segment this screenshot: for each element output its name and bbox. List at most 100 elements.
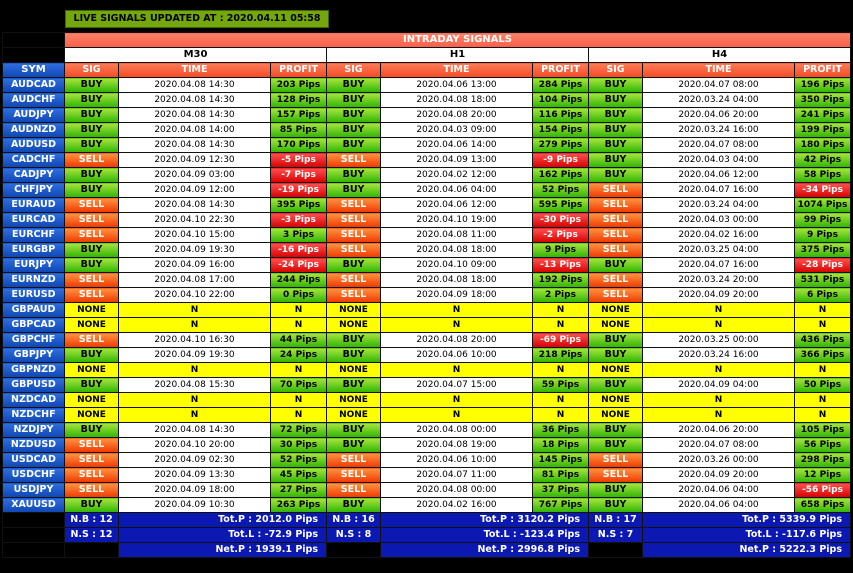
- time-cell-m30: 2020.04.10 22:30: [118, 212, 271, 228]
- signal-cell-h1: SELL: [326, 287, 381, 303]
- pair-row-gbpjpy: GBPJPY BUY 2020.04.09 19:30 24 Pips BUY 2020.…: [2, 347, 851, 363]
- time-cell-h1: 2020.04.06 14:00: [380, 137, 533, 153]
- pair-symbol: GBPAUD: [2, 302, 65, 318]
- signal-cell-h4: BUY: [588, 422, 643, 438]
- intraday-signals-banner: INTRADAY SIGNALS: [64, 32, 851, 48]
- pair-row-eurcad: EURCAD SELL 2020.04.10 22:30 -3 Pips SELL 202…: [2, 212, 851, 228]
- signal-cell-m30: SELL: [64, 452, 119, 468]
- time-cell-h1: 2020.04.08 11:00: [380, 227, 533, 243]
- signal-cell-h4: NONE: [588, 317, 643, 333]
- profit-cell-h1: 81 Pips: [532, 467, 589, 483]
- signal-cell-h4: SELL: [588, 272, 643, 288]
- profit-cell-m30: 44 Pips: [270, 332, 327, 348]
- signals-table: INTRADAY SIGNALS M30 H1 H4 SYM SIG TIME …: [2, 32, 851, 558]
- pair-symbol: NZDJPY: [2, 422, 65, 438]
- time-cell-h1: 2020.04.08 18:00: [380, 92, 533, 108]
- profit-cell-h4: N: [794, 392, 851, 408]
- pair-symbol: AUDCHF: [2, 92, 65, 108]
- profit-cell-h1: N: [532, 392, 589, 408]
- time-cell-h4: 2020.04.06 04:00: [642, 497, 795, 513]
- profit-cell-h4: N: [794, 302, 851, 318]
- time-cell-h4: 2020.04.07 08:00: [642, 137, 795, 153]
- pair-row-gbpcad: GBPCAD NONE N N NONE N N NONE N N: [2, 317, 851, 333]
- pair-symbol: GBPUSD: [2, 377, 65, 393]
- profit-cell-m30: N: [270, 302, 327, 318]
- signal-cell-m30: BUY: [64, 137, 119, 153]
- profit-cell-h1: 595 Pips: [532, 197, 589, 213]
- time-cell-h4: 2020.03.24 16:00: [642, 347, 795, 363]
- signal-cell-h4: BUY: [588, 497, 643, 513]
- profit-cell-h4: 531 Pips: [794, 272, 851, 288]
- pair-symbol: EURGBP: [2, 242, 65, 258]
- time-cell-h1: 2020.04.08 18:00: [380, 242, 533, 258]
- signal-cell-h4: BUY: [588, 137, 643, 153]
- signal-cell-m30: NONE: [64, 392, 119, 408]
- column-header-sig-h1: SIG: [326, 62, 381, 78]
- profit-cell-m30: 157 Pips: [270, 107, 327, 123]
- profit-cell-m30: 203 Pips: [270, 77, 327, 93]
- profit-cell-h4: 366 Pips: [794, 347, 851, 363]
- summary-spacer: [2, 542, 65, 558]
- profit-cell-h1: 767 Pips: [532, 497, 589, 513]
- pair-row-nzdcad: NZDCAD NONE N N NONE N N NONE N N: [2, 392, 851, 408]
- profit-cell-h1: 18 Pips: [532, 437, 589, 453]
- pair-row-euraud: EURAUD SELL 2020.04.08 14:30 395 Pips SELL 20…: [2, 197, 851, 213]
- profit-cell-m30: -24 Pips: [270, 257, 327, 273]
- profit-cell-m30: 3 Pips: [270, 227, 327, 243]
- signal-cell-h4: BUY: [588, 77, 643, 93]
- time-cell-m30: 2020.04.09 18:00: [118, 482, 271, 498]
- signal-cell-h1: BUY: [326, 137, 381, 153]
- profit-cell-h1: 36 Pips: [532, 422, 589, 438]
- profit-cell-m30: 128 Pips: [270, 92, 327, 108]
- profit-cell-h4: 56 Pips: [794, 437, 851, 453]
- summary-sell-count-m30: N.S : 12: [64, 527, 119, 543]
- profit-cell-h1: N: [532, 302, 589, 318]
- pair-symbol: AUDCAD: [2, 77, 65, 93]
- time-cell-h4: 2020.04.06 20:00: [642, 422, 795, 438]
- signal-cell-h1: NONE: [326, 407, 381, 423]
- signal-cell-m30: BUY: [64, 377, 119, 393]
- signal-cell-h4: SELL: [588, 242, 643, 258]
- time-cell-h4: 2020.03.24 16:00: [642, 122, 795, 138]
- time-cell-h4: N: [642, 392, 795, 408]
- time-cell-h1: 2020.04.10 09:00: [380, 257, 533, 273]
- profit-cell-h4: 241 Pips: [794, 107, 851, 123]
- profit-cell-m30: 85 Pips: [270, 122, 327, 138]
- profit-cell-h1: 59 Pips: [532, 377, 589, 393]
- column-header-profit-m30: PROFIT: [270, 62, 327, 78]
- profit-cell-h1: 145 Pips: [532, 452, 589, 468]
- profit-cell-m30: -16 Pips: [270, 242, 327, 258]
- time-cell-m30: 2020.04.08 17:00: [118, 272, 271, 288]
- signal-cell-m30: BUY: [64, 77, 119, 93]
- profit-cell-h1: -69 Pips: [532, 332, 589, 348]
- time-cell-h1: 2020.04.03 09:00: [380, 122, 533, 138]
- summary-spacer: [2, 527, 65, 543]
- time-cell-m30: 2020.04.09 03:00: [118, 167, 271, 183]
- profit-cell-h1: 116 Pips: [532, 107, 589, 123]
- signal-cell-h1: BUY: [326, 107, 381, 123]
- time-cell-h4: 2020.04.09 20:00: [642, 467, 795, 483]
- pair-row-audchf: AUDCHF BUY 2020.04.08 14:30 128 Pips BUY 2020…: [2, 92, 851, 108]
- time-cell-h1: 2020.04.07 15:00: [380, 377, 533, 393]
- time-cell-m30: 2020.04.09 12:00: [118, 182, 271, 198]
- pair-symbol: CHFJPY: [2, 182, 65, 198]
- time-cell-m30: 2020.04.08 14:30: [118, 197, 271, 213]
- time-cell-h4: 2020.04.02 16:00: [642, 227, 795, 243]
- time-cell-h4: 2020.04.03 00:00: [642, 212, 795, 228]
- pair-row-cadchf: CADCHF SELL 2020.04.09 12:30 -5 Pips SELL 202…: [2, 152, 851, 168]
- pair-row-audjpy: AUDJPY BUY 2020.04.08 14:30 157 Pips BUY 2020…: [2, 107, 851, 123]
- time-cell-h1: 2020.04.08 00:00: [380, 422, 533, 438]
- time-cell-h1: 2020.04.08 20:00: [380, 332, 533, 348]
- summary-total-loss-m30: Tot.L : -72.9 Pips: [118, 527, 327, 543]
- time-cell-m30: 2020.04.09 10:30: [118, 497, 271, 513]
- time-cell-m30: N: [118, 302, 271, 318]
- profit-cell-h1: 279 Pips: [532, 137, 589, 153]
- signal-cell-m30: BUY: [64, 182, 119, 198]
- signal-cell-h1: NONE: [326, 362, 381, 378]
- corner-spacer: [2, 47, 65, 63]
- signal-cell-m30: BUY: [64, 422, 119, 438]
- profit-cell-h1: 52 Pips: [532, 182, 589, 198]
- profit-cell-h1: 192 Pips: [532, 272, 589, 288]
- time-cell-h1: 2020.04.09 18:00: [380, 287, 533, 303]
- time-cell-h1: 2020.04.02 16:00: [380, 497, 533, 513]
